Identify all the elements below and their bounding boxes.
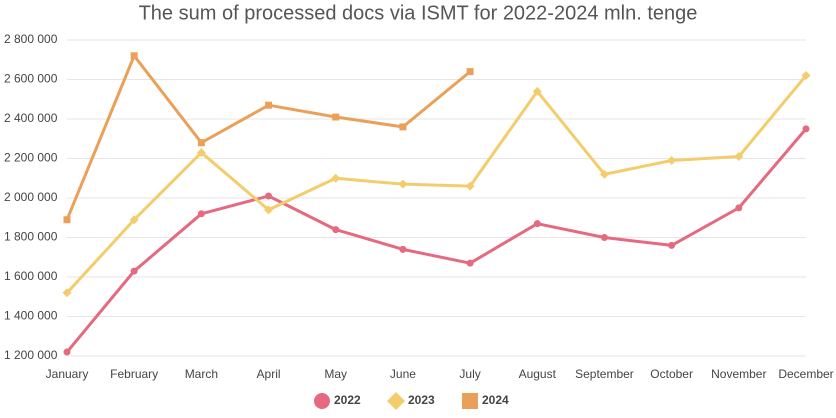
- x-tick-label: August: [519, 367, 557, 381]
- marker: [599, 169, 609, 179]
- marker: [533, 220, 541, 228]
- y-tick-label: 1 600 000: [4, 269, 58, 283]
- x-tick-label: November: [711, 367, 766, 381]
- x-tick-label: April: [257, 367, 281, 381]
- marker: [399, 245, 407, 253]
- x-tick-label: June: [390, 367, 416, 381]
- x-tick-label: October: [650, 367, 693, 381]
- legend-item: 2024: [462, 393, 509, 409]
- x-tick-label: December: [778, 367, 833, 381]
- marker: [801, 71, 811, 81]
- x-tick-label: May: [324, 367, 347, 381]
- marker: [667, 155, 677, 165]
- marker: [332, 113, 340, 121]
- marker: [130, 267, 138, 275]
- marker: [265, 101, 273, 109]
- y-tick-label: 1 800 000: [4, 230, 58, 244]
- marker: [63, 348, 71, 356]
- marker: [399, 123, 407, 131]
- chart-title: The sum of processed docs via ISMT for 2…: [139, 2, 698, 24]
- marker: [332, 226, 340, 234]
- marker: [466, 68, 474, 76]
- marker: [465, 181, 475, 191]
- marker: [197, 139, 205, 147]
- legend-text: 2023: [408, 393, 435, 407]
- marker: [129, 215, 139, 225]
- marker: [734, 152, 744, 162]
- marker: [735, 204, 743, 212]
- x-tick-label: September: [575, 367, 634, 381]
- marker: [130, 52, 138, 60]
- legend-text: 2022: [334, 393, 361, 407]
- marker: [314, 393, 330, 409]
- marker: [398, 179, 408, 189]
- series-line: [65, 127, 808, 354]
- y-tick-label: 2 600 000: [4, 72, 58, 86]
- marker: [387, 392, 405, 410]
- marker: [532, 86, 542, 96]
- marker: [264, 205, 274, 215]
- marker: [197, 210, 205, 218]
- legend-item: 2023: [387, 392, 435, 410]
- marker: [331, 173, 341, 183]
- x-tick-label: February: [110, 367, 158, 381]
- marker: [196, 148, 206, 158]
- marker: [462, 393, 478, 409]
- marker: [63, 216, 71, 224]
- marker: [62, 288, 72, 298]
- y-tick-label: 1 200 000: [4, 348, 58, 362]
- y-tick-label: 2 800 000: [4, 32, 58, 46]
- y-tick-label: 2 400 000: [4, 111, 58, 125]
- y-tick-label: 2 200 000: [4, 151, 58, 165]
- marker: [668, 241, 676, 249]
- x-tick-label: March: [185, 367, 218, 381]
- legend-item: 2022: [314, 393, 361, 409]
- x-tick-label: July: [459, 367, 480, 381]
- x-tick-label: January: [46, 367, 89, 381]
- y-tick-label: 2 000 000: [4, 190, 58, 204]
- marker: [600, 234, 608, 241]
- y-tick-label: 1 400 000: [4, 309, 58, 323]
- marker: [466, 259, 474, 267]
- marker: [265, 192, 273, 200]
- marker: [802, 125, 810, 133]
- legend-text: 2024: [482, 393, 509, 407]
- series-line: [65, 74, 808, 294]
